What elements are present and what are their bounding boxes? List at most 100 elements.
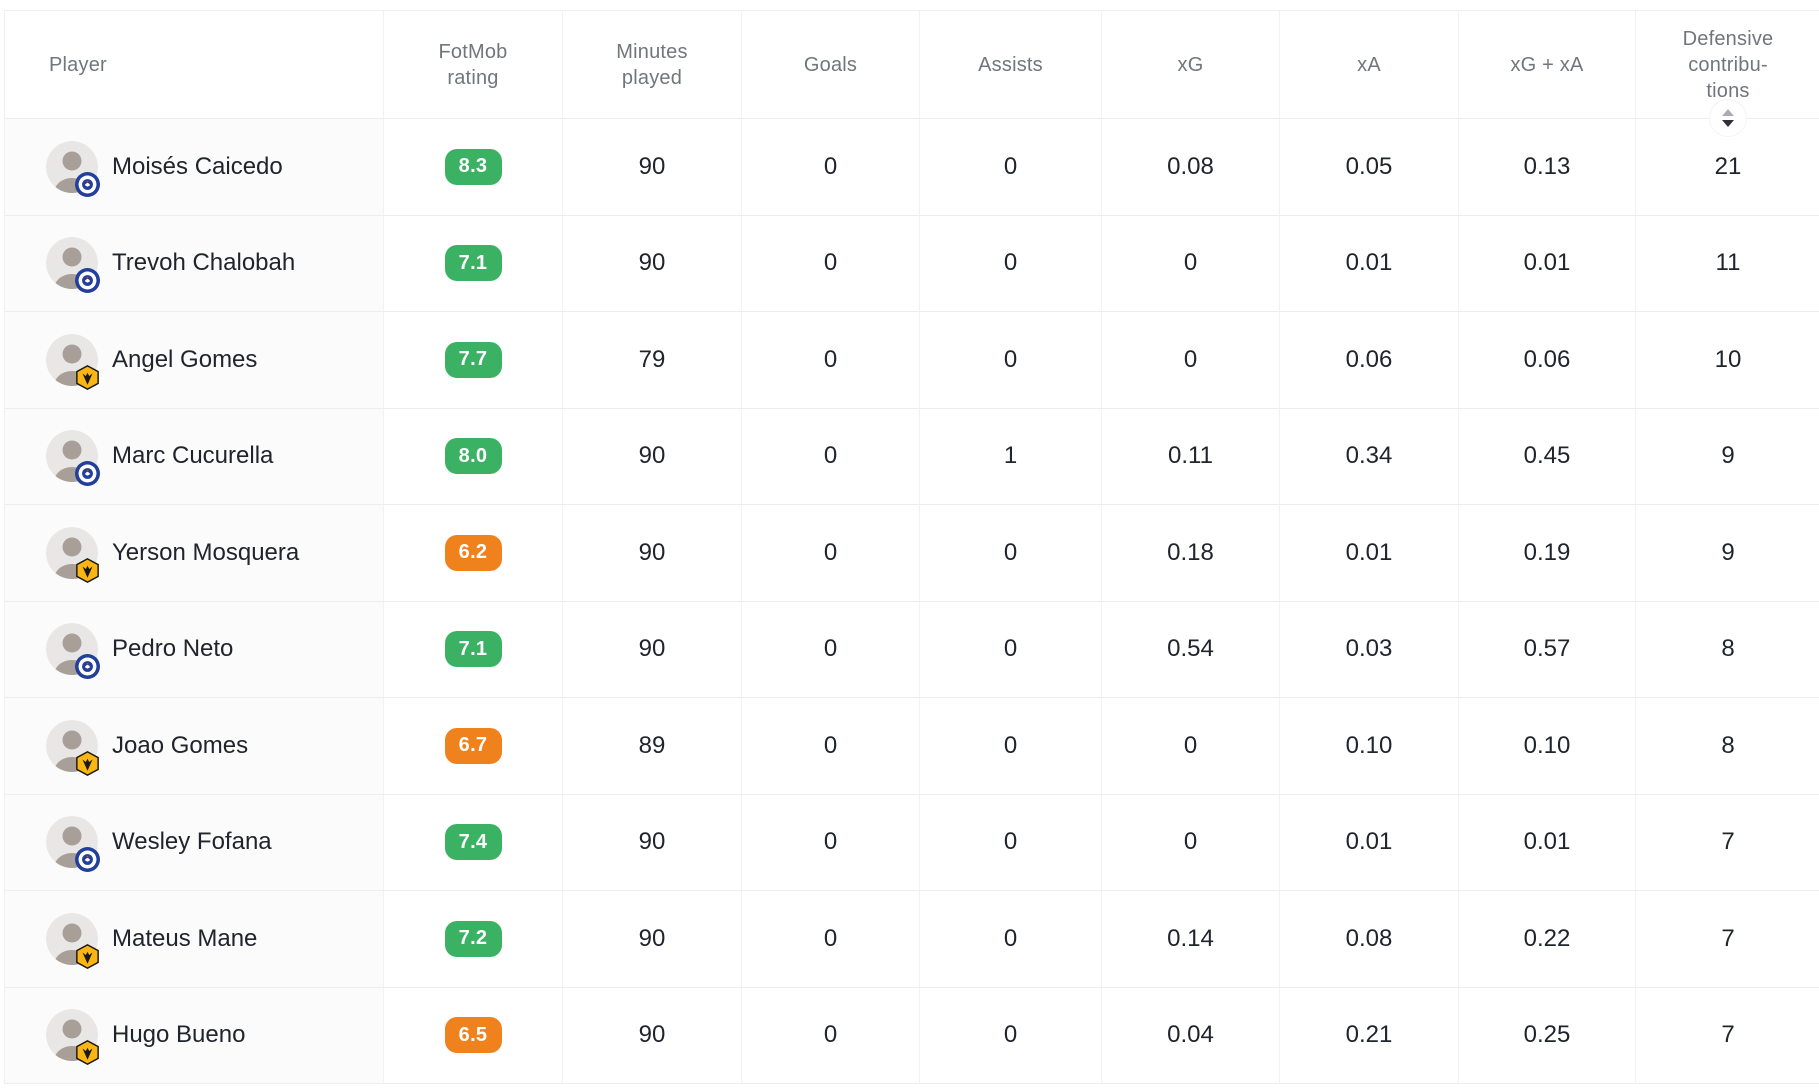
table-row[interactable]: Pedro Neto 7.1 90 0 0 0.54 0.03 0.57 8 [5,601,1819,698]
stat-xg-plus-xa: 0.19 [1458,505,1635,602]
chelsea-badge-icon [75,268,100,294]
table-row[interactable]: Marc Cucurella 8.0 90 0 1 0.11 0.34 0.45… [5,408,1819,505]
stat-goals: 0 [741,891,919,988]
column-header-xg[interactable]: xG [1101,11,1279,119]
rating-cell: 6.5 [383,987,562,1084]
stat-goals: 0 [741,119,919,216]
player-avatar [46,526,99,583]
sort-asc-arrow-icon [1722,109,1734,116]
wolves-badge-icon [76,943,99,969]
player-avatar [46,912,99,969]
wolves-badge-icon [76,750,99,776]
table-row[interactable]: Mateus Mane 7.2 90 0 0 0.14 0.08 0.22 7 [5,891,1819,988]
stat-assists: 0 [919,987,1101,1084]
rating-badge: 6.5 [444,1017,502,1054]
table-row[interactable]: Joao Gomes 6.7 89 0 0 0 0.10 0.10 8 [5,698,1819,795]
club-badge-icon [75,557,100,583]
player-avatar [46,816,100,873]
club-badge-icon [75,1040,100,1066]
player-cell[interactable]: Pedro Neto [5,601,383,698]
table-header-row: Player FotMob rating Minutes played Goal… [5,11,1819,137]
stat-minutes-played: 90 [562,794,741,891]
stat-goals: 0 [741,215,919,312]
player-cell[interactable]: Wesley Fofana [5,794,383,891]
player-cell[interactable]: Yerson Mosquera [5,505,383,602]
player-cell[interactable]: Moisés Caicedo [5,119,383,216]
table-row[interactable]: Yerson Mosquera 6.2 90 0 0 0.18 0.01 0.1… [5,505,1819,602]
column-header-assists[interactable]: Assists [919,11,1101,119]
stat-xg-plus-xa: 0.01 [1458,215,1635,312]
sort-desc-arrow-icon [1722,120,1734,127]
stat-assists: 0 [919,119,1101,216]
player-avatar [46,623,100,680]
chelsea-badge-icon [75,847,100,873]
stat-defensive-contributions: 8 [1635,601,1819,698]
player-name: Angel Gomes [112,345,258,373]
rating-badge: 7.2 [444,920,502,957]
stat-defensive-contributions: 21 [1635,119,1819,216]
player-cell[interactable]: Hugo Bueno [5,987,383,1084]
stat-xa: 0.05 [1279,119,1458,216]
stat-xg: 0.04 [1101,987,1279,1084]
stat-xg: 0.18 [1101,505,1279,602]
rating-cell: 7.7 [383,312,562,409]
stat-defensive-contributions: 10 [1635,312,1819,409]
stat-goals: 0 [741,312,919,409]
table-body: Moisés Caicedo 8.3 90 0 0 0.08 0.05 0.13… [5,119,1819,1084]
player-avatar [46,140,100,197]
column-header-player[interactable]: Player [5,11,383,119]
rating-badge: 7.1 [444,631,502,668]
column-header-label: FotMob rating [438,40,508,89]
column-header-label: Player [49,53,107,76]
stat-xg: 0 [1101,698,1279,795]
player-cell[interactable]: Trevoh Chalobah [5,215,383,312]
column-header-defensive-contributions[interactable]: Defensive contribu- tions [1635,11,1819,137]
player-cell[interactable]: Mateus Mane [5,891,383,988]
player-name: Mateus Mane [112,924,258,952]
table-row[interactable]: Wesley Fofana 7.4 90 0 0 0 0.01 0.01 7 [5,794,1819,891]
rating-cell: 6.7 [383,698,562,795]
stat-defensive-contributions: 7 [1635,794,1819,891]
rating-cell: 8.3 [383,119,562,216]
column-header-label: xG [1177,53,1204,76]
sort-arrows-icon[interactable] [1709,99,1747,137]
table-row[interactable]: Hugo Bueno 6.5 90 0 0 0.04 0.21 0.25 7 [5,987,1819,1084]
table-row[interactable]: Angel Gomes 7.7 79 0 0 0 0.06 0.06 10 [5,312,1819,409]
stat-xg: 0 [1101,794,1279,891]
stat-xa: 0.08 [1279,891,1458,988]
table-row[interactable]: Trevoh Chalobah 7.1 90 0 0 0 0.01 0.01 1… [5,215,1819,312]
stat-minutes-played: 90 [562,987,741,1084]
stat-goals: 0 [741,408,919,505]
column-header-label: Goals [803,53,858,76]
rating-badge: 6.2 [444,534,502,571]
stat-xa: 0.03 [1279,601,1458,698]
column-header-minutes-played[interactable]: Minutes played [562,11,741,119]
stat-xa: 0.10 [1279,698,1458,795]
rating-badge: 7.7 [444,341,502,378]
player-cell[interactable]: Angel Gomes [5,312,383,409]
stat-goals: 0 [741,698,919,795]
stat-xa: 0.01 [1279,505,1458,602]
player-avatar [46,430,100,487]
table-row[interactable]: Moisés Caicedo 8.3 90 0 0 0.08 0.05 0.13… [5,119,1819,216]
column-header-goals[interactable]: Goals [741,11,919,119]
stat-assists: 0 [919,312,1101,409]
stat-goals: 0 [741,505,919,602]
player-name: Joao Gomes [112,731,249,759]
column-header-xa[interactable]: xA [1279,11,1458,119]
stat-assists: 0 [919,505,1101,602]
player-cell[interactable]: Marc Cucurella [5,408,383,505]
stat-xg: 0.11 [1101,408,1279,505]
rating-cell: 7.4 [383,794,562,891]
stat-xg-plus-xa: 0.01 [1458,794,1635,891]
player-avatar [46,333,99,390]
column-header-xg-plus-xa[interactable]: xG + xA [1458,11,1635,119]
player-cell[interactable]: Joao Gomes [5,698,383,795]
club-badge-icon [75,364,100,390]
stat-xg-plus-xa: 0.10 [1458,698,1635,795]
stat-defensive-contributions: 9 [1635,408,1819,505]
rating-cell: 8.0 [383,408,562,505]
column-header-label: Minutes played [616,40,688,89]
club-badge-icon [75,750,100,776]
column-header-fotmob-rating[interactable]: FotMob rating [383,11,562,119]
